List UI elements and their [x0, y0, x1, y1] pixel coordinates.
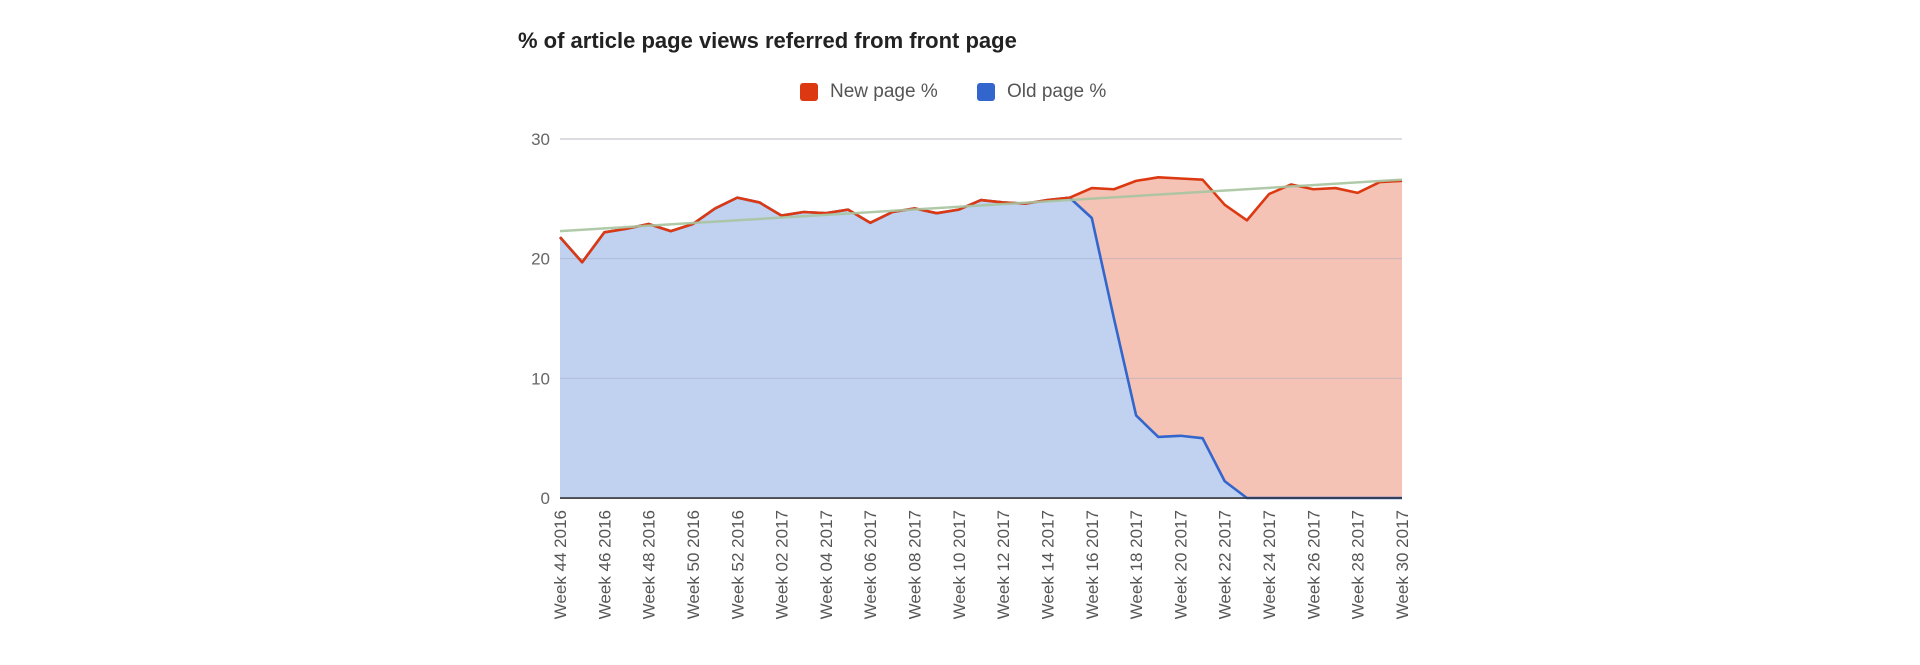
legend-swatch-old-page: [977, 83, 995, 101]
x-tick-label-7: Week 06 2017: [861, 510, 880, 619]
x-tick-label-17: Week 26 2017: [1304, 510, 1323, 619]
x-tick-label-16: Week 24 2017: [1260, 510, 1279, 619]
y-tick-label-30: 30: [531, 130, 550, 149]
x-tick-label-8: Week 08 2017: [906, 510, 925, 619]
x-tick-label-12: Week 16 2017: [1083, 510, 1102, 619]
x-tick-label-1: Week 46 2016: [595, 510, 614, 619]
x-tick-label-0: Week 44 2016: [551, 510, 570, 619]
x-tick-label-10: Week 12 2017: [994, 510, 1013, 619]
x-tick-label-13: Week 18 2017: [1127, 510, 1146, 619]
legend-label-new-page: New page %: [830, 81, 938, 102]
x-tick-label-15: Week 22 2017: [1216, 510, 1235, 619]
x-tick-label-2: Week 48 2016: [640, 510, 659, 619]
legend: New page % Old page %: [0, 78, 1920, 106]
y-tick-label-20: 20: [531, 250, 550, 269]
line-series-0: [559, 175, 1403, 264]
x-tick-label-11: Week 14 2017: [1038, 510, 1057, 619]
chart-title: % of article page views referred from fr…: [518, 28, 1017, 53]
x-tick-label-6: Week 04 2017: [817, 510, 836, 619]
x-tick-label-9: Week 10 2017: [950, 510, 969, 619]
x-tick-label-18: Week 28 2017: [1349, 510, 1368, 619]
legend-item-old-page[interactable]: Old page %: [977, 78, 1106, 106]
x-tick-label-4: Week 52 2016: [728, 510, 747, 619]
x-tick-label-19: Week 30 2017: [1393, 510, 1412, 619]
legend-item-new-page[interactable]: New page %: [800, 78, 938, 106]
y-tick-label-0: 0: [541, 489, 550, 508]
y-tick-label-10: 10: [531, 369, 550, 388]
legend-swatch-new-page: [800, 83, 818, 101]
x-tick-label-5: Week 02 2017: [773, 510, 792, 619]
area-series-1: [560, 197, 1402, 498]
legend-label-old-page: Old page %: [1007, 81, 1107, 102]
x-tick-label-14: Week 20 2017: [1171, 510, 1190, 619]
x-tick-label-3: Week 50 2016: [684, 510, 703, 619]
trendline: [559, 178, 1403, 233]
